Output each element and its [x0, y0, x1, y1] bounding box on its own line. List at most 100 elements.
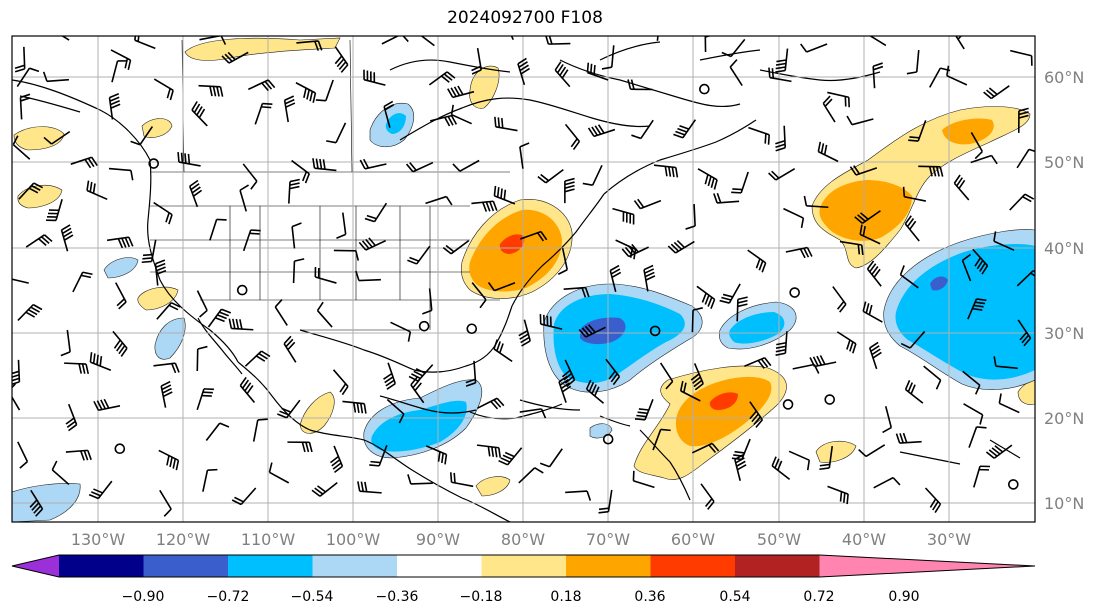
wind-barb [407, 474, 433, 485]
wind-barb [775, 125, 787, 152]
wind-barb [866, 260, 882, 287]
wind-barb [153, 201, 173, 225]
wind-barb [106, 236, 134, 249]
wind-barb [202, 468, 218, 492]
wind-barb [357, 481, 382, 494]
wind-barb [493, 185, 516, 205]
wind-barb [336, 212, 347, 239]
longitude-labels: 130°W 120°W 110°W 100°W 90°W 80°W 70°W 6… [71, 530, 971, 549]
wind-barb [587, 124, 616, 138]
wind-barb [408, 364, 434, 382]
wind-barb [390, 321, 412, 342]
positive-anomaly-region [675, 376, 772, 447]
colorbar-segment [59, 555, 144, 577]
wind-barb [209, 218, 227, 241]
wind-barb [449, 472, 474, 488]
wind-barb [906, 50, 920, 75]
lon-label: 130°W [71, 530, 126, 549]
lat-label: 10°N [1044, 494, 1084, 513]
wind-barb [196, 388, 214, 411]
wind-barb [363, 69, 386, 86]
wind-barb [42, 71, 69, 83]
wind-barb [381, 36, 409, 45]
wind-barb [685, 204, 696, 230]
wind-barb [627, 79, 653, 91]
calm-wind-circle [824, 394, 836, 405]
wind-barb [89, 352, 112, 372]
wind-barb [29, 489, 44, 517]
wind-barbs [12, 36, 1035, 517]
wind-barb [731, 171, 749, 194]
calm-wind-circle [699, 83, 710, 95]
wind-barb [719, 283, 741, 304]
wind-barb [659, 362, 674, 390]
wind-barb [46, 199, 63, 222]
wind-barb [277, 399, 301, 419]
wind-barb [803, 195, 829, 209]
wind-barb [900, 330, 926, 349]
wind-barb [673, 119, 697, 139]
wind-barb [242, 163, 258, 190]
lon-label: 100°W [326, 530, 381, 549]
wind-barb [358, 237, 387, 251]
lon-label: 120°W [156, 530, 211, 549]
wind-barb [582, 164, 603, 187]
wind-barb [158, 449, 180, 471]
wind-barb [17, 303, 43, 321]
wind-barb [108, 167, 134, 181]
wind-barb [494, 116, 518, 132]
wind-barb [970, 154, 998, 165]
wind-barb [667, 240, 695, 254]
wind-barb [609, 264, 622, 293]
wind-barb [873, 476, 901, 489]
positive-anomaly-region [184, 37, 341, 61]
wind-barb [12, 359, 21, 386]
wind-barb [493, 339, 513, 363]
wind-barb [43, 130, 71, 145]
wind-barb [364, 202, 388, 223]
wind-barb [342, 400, 367, 414]
wind-barb [428, 71, 456, 86]
wind-barb [65, 449, 92, 461]
wind-barb [311, 481, 338, 497]
map-title: 2024092700 F108 [447, 8, 603, 28]
calm-wind-circle [236, 284, 248, 296]
wind-barb [242, 229, 261, 252]
wind-barb [465, 360, 477, 387]
colorbar-tick-label: 0.36 [634, 589, 665, 605]
wind-barb [471, 282, 487, 309]
wind-barb [154, 259, 167, 286]
wind-barb [983, 85, 1010, 100]
calm-wind-circle [466, 323, 478, 335]
wind-barb [734, 453, 747, 481]
wind-barb [25, 234, 53, 248]
calm-wind-circle [418, 320, 430, 332]
wind-barb [586, 62, 609, 81]
wind-barb [130, 126, 154, 146]
wind-barb [14, 46, 26, 73]
wind-barb [697, 168, 718, 190]
positive-anomaly-region [13, 126, 65, 151]
wind-barb [383, 100, 395, 128]
wind-barb [963, 403, 984, 425]
wind-barb [539, 314, 563, 330]
wind-barb [967, 298, 987, 320]
negative-anomaly-region [103, 257, 139, 279]
lat-label: 60°N [1044, 68, 1084, 87]
wind-barb [700, 483, 715, 510]
wind-barb [447, 85, 475, 99]
wind-barb [477, 397, 505, 410]
wind-barb [643, 264, 656, 292]
wind-barb [316, 301, 333, 328]
wind-barb [633, 198, 662, 210]
wind-barb [612, 207, 635, 225]
wind-barb [564, 177, 575, 204]
wind-barb [425, 195, 453, 206]
map-frame [11, 35, 1036, 523]
calm-wind-circle [148, 158, 160, 169]
negative-anomaly-region [729, 312, 785, 344]
wind-barb [254, 102, 273, 125]
wind-barb [359, 158, 387, 170]
wind-barb [749, 401, 764, 428]
wind-barb [60, 329, 71, 357]
